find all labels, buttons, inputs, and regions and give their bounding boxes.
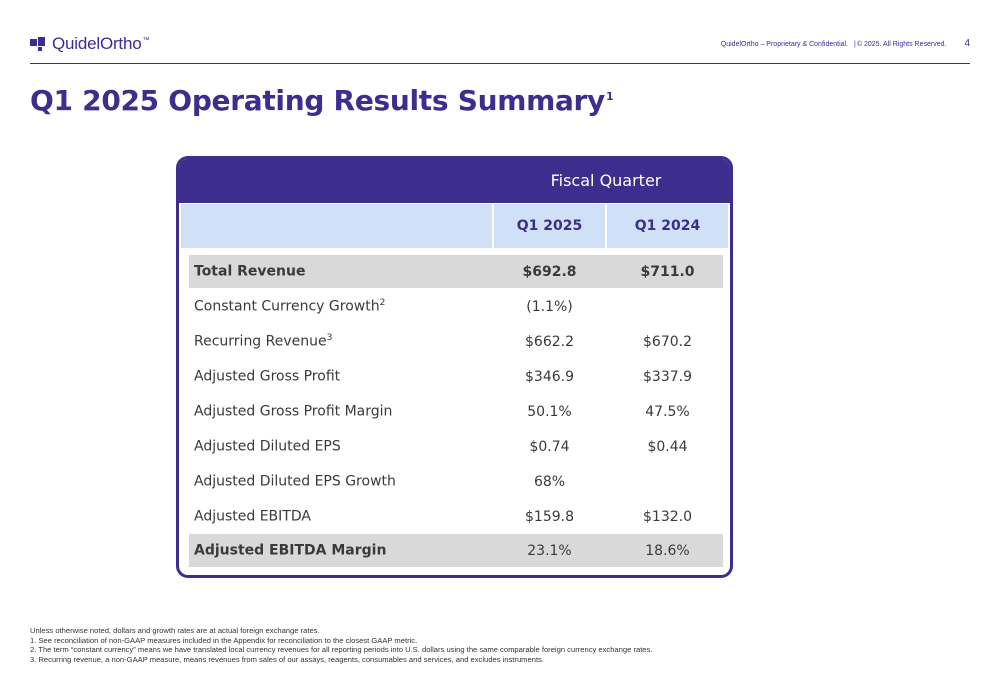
cell-q1-2025: $346.9 <box>525 368 574 385</box>
page-number: 4 <box>964 38 970 49</box>
table-row-adjusted-ebitda: Adjusted EBITDA $159.8 $132.0 <box>189 500 723 533</box>
logo-wordmark: QuidelOrtho™ <box>52 34 150 53</box>
table-row-recurring-revenue: Recurring Revenue3 $662.2 $670.2 <box>189 325 723 358</box>
footnote-2: 2. The term “constant currency” means we… <box>30 645 653 655</box>
header-divider <box>30 63 970 64</box>
row-label: Recurring Revenue3 <box>194 333 333 350</box>
cell-q1-2024: 18.6% <box>645 542 690 559</box>
cell-q1-2025: $159.8 <box>525 508 574 525</box>
table-row-constant-currency-growth: Constant Currency Growth2 (1.1%) <box>189 290 723 323</box>
copyright-notice: © 2025. All Rights Reserved. <box>856 41 947 48</box>
table-row-total-revenue: Total Revenue $692.8 $711.0 <box>189 255 723 288</box>
cell-q1-2024: $0.44 <box>647 438 688 455</box>
logo-mark-icon <box>30 37 45 51</box>
cell-q1-2025: 50.1% <box>527 403 572 420</box>
cell-q1-2024: $337.9 <box>643 368 692 385</box>
company-logo: QuidelOrtho™ <box>30 34 149 54</box>
row-label: Adjusted Gross Profit Margin <box>194 403 393 420</box>
footnotes: Unless otherwise noted, dollars and grow… <box>30 626 652 665</box>
column-header-blank <box>181 204 492 248</box>
operating-results-table: Fiscal Quarter Q1 2025 Q1 2024 Total Rev… <box>176 156 733 578</box>
column-header-q1-2025: Q1 2025 <box>494 204 605 248</box>
table-row-adjusted-ebitda-margin: Adjusted EBITDA Margin 23.1% 18.6% <box>189 534 723 567</box>
cell-q1-2025: $662.2 <box>525 333 574 350</box>
cell-q1-2025: $692.8 <box>522 263 577 280</box>
cell-q1-2024: 47.5% <box>645 403 690 420</box>
cell-q1-2025: 23.1% <box>527 542 572 559</box>
row-label: Adjusted Diluted EPS <box>194 438 341 455</box>
row-label: Constant Currency Growth2 <box>194 298 386 315</box>
row-label: Adjusted Diluted EPS Growth <box>194 473 396 490</box>
row-label: Total Revenue <box>194 263 306 280</box>
row-label: Adjusted EBITDA <box>194 508 311 525</box>
table-row-adjusted-diluted-eps-growth: Adjusted Diluted EPS Growth 68% <box>189 465 723 498</box>
fiscal-quarter-header: Fiscal Quarter <box>179 159 730 203</box>
table-row-adjusted-gross-profit-margin: Adjusted Gross Profit Margin 50.1% 47.5% <box>189 395 723 428</box>
cell-q1-2025: (1.1%) <box>526 298 573 315</box>
header-info: QuidelOrtho – Proprietary & Confidential… <box>721 38 970 49</box>
fiscal-quarter-label: Fiscal Quarter <box>550 171 662 190</box>
cell-q1-2024: $132.0 <box>643 508 692 525</box>
footnote-general: Unless otherwise noted, dollars and grow… <box>30 626 320 635</box>
cell-q1-2024: $711.0 <box>640 263 695 280</box>
row-label: Adjusted Gross Profit <box>194 368 341 385</box>
column-header-row: Q1 2025 Q1 2024 <box>179 203 730 250</box>
table-row-adjusted-gross-profit: Adjusted Gross Profit $346.9 $337.9 <box>189 360 723 393</box>
cell-q1-2025: $0.74 <box>529 438 570 455</box>
page-title: Q1 2025 Operating Results Summary1 <box>30 84 614 117</box>
table-row-adjusted-diluted-eps: Adjusted Diluted EPS $0.74 $0.44 <box>189 430 723 463</box>
column-header-q1-2024: Q1 2024 <box>607 204 728 248</box>
cell-q1-2024: $670.2 <box>643 333 692 350</box>
confidentiality-notice: QuidelOrtho – Proprietary & Confidential… <box>720 41 947 48</box>
footnote-3: 3. Recurring revenue, a non-GAAP measure… <box>30 655 544 665</box>
footnote-1: 1. See reconciliation of non-GAAP measur… <box>30 635 418 645</box>
row-label: Adjusted EBITDA Margin <box>194 542 387 559</box>
cell-q1-2025: 68% <box>533 473 566 490</box>
